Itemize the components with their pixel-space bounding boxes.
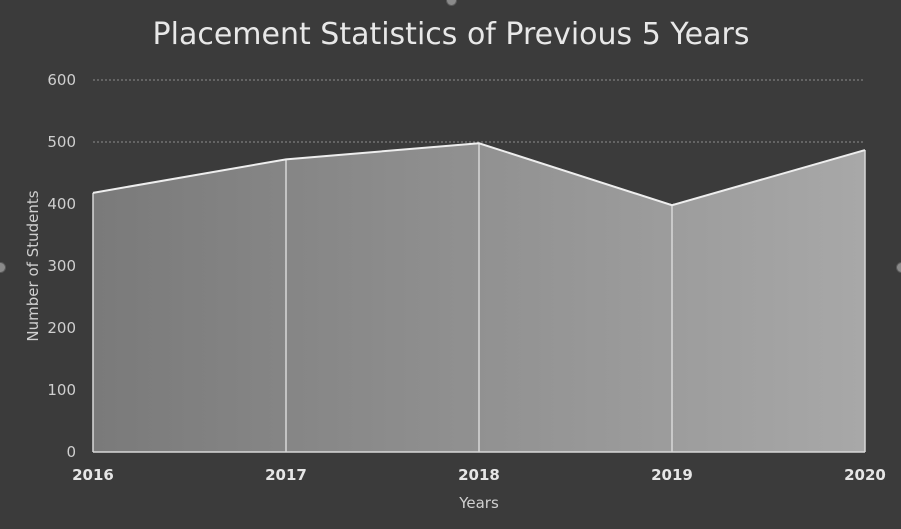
y-tick-label: 300 bbox=[47, 257, 76, 275]
y-tick-label: 400 bbox=[47, 195, 76, 213]
y-tick-label: 600 bbox=[47, 71, 76, 89]
y-tick-label: 0 bbox=[66, 443, 76, 461]
area-series bbox=[92, 142, 866, 453]
chart-title: Placement Statistics of Previous 5 Years bbox=[153, 17, 750, 52]
y-tick-label: 500 bbox=[47, 133, 76, 151]
y-axis-ticks: 0 100 200 300 400 500 600 bbox=[47, 71, 76, 461]
y-axis-title: Number of Students bbox=[24, 190, 42, 341]
x-tick-label: 2018 bbox=[458, 466, 500, 484]
x-tick-label: 2016 bbox=[72, 466, 114, 484]
x-axis-ticks: 2016 2017 2018 2019 2020 bbox=[72, 466, 886, 484]
x-axis-title: Years bbox=[458, 494, 499, 512]
resize-handle-right[interactable] bbox=[896, 262, 901, 273]
y-tick-label: 100 bbox=[47, 381, 76, 399]
series-line bbox=[92, 142, 866, 207]
y-tick-label: 200 bbox=[47, 319, 76, 337]
x-tick-label: 2020 bbox=[844, 466, 886, 484]
x-tick-label: 2017 bbox=[265, 466, 307, 484]
x-tick-label: 2019 bbox=[651, 466, 693, 484]
